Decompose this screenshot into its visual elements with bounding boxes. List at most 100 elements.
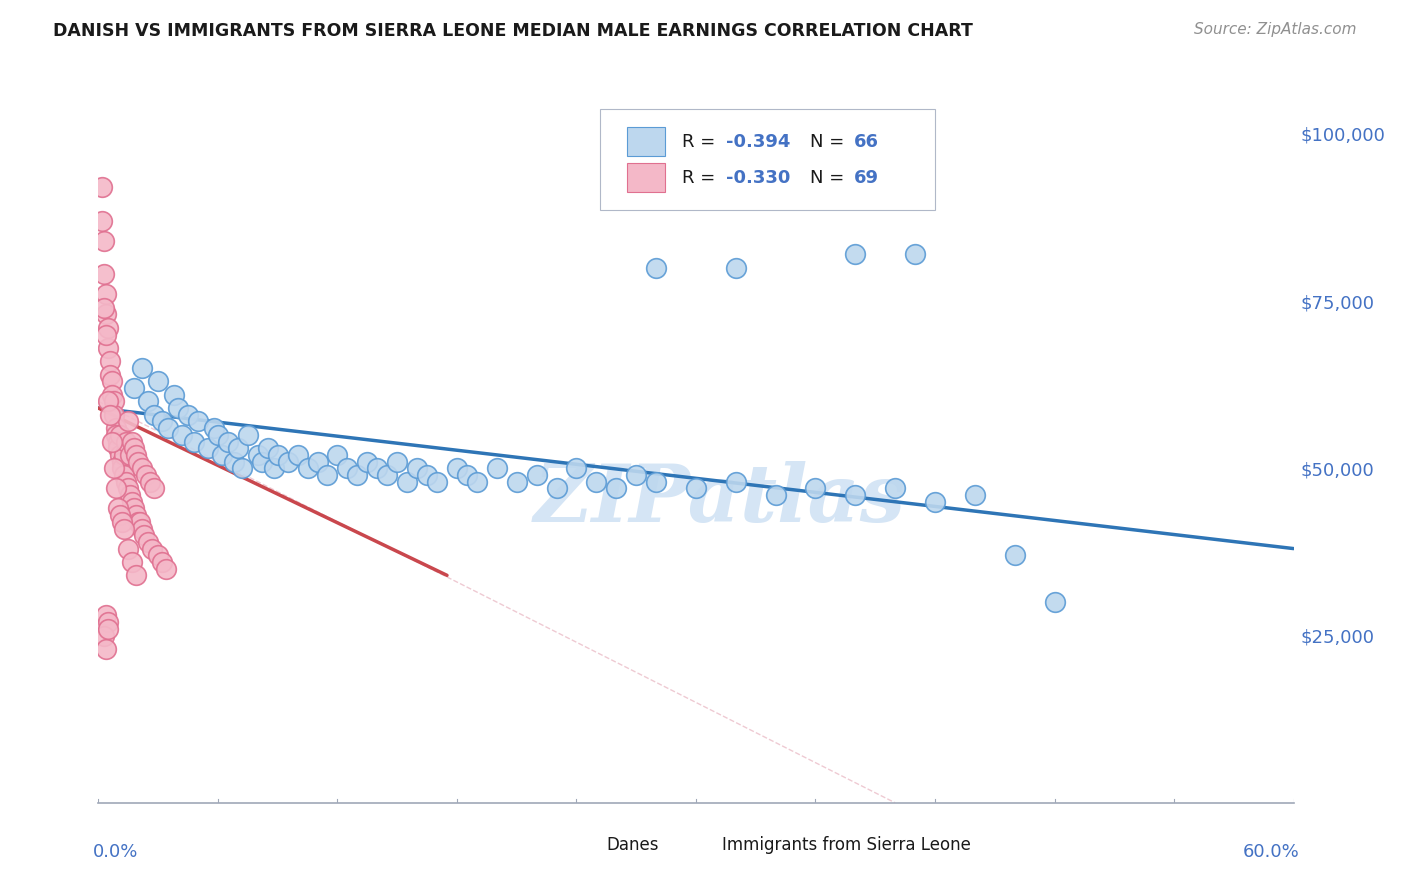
Point bbox=[141, 541, 163, 556]
Point bbox=[150, 555, 173, 569]
Point bbox=[107, 434, 129, 449]
Point bbox=[107, 441, 129, 455]
Point bbox=[446, 461, 468, 475]
Point bbox=[222, 454, 245, 469]
Point bbox=[385, 454, 409, 469]
Point bbox=[211, 448, 233, 462]
Point bbox=[97, 320, 120, 334]
Point bbox=[96, 608, 118, 623]
Point bbox=[96, 287, 118, 301]
Point bbox=[143, 482, 166, 496]
Point bbox=[105, 482, 128, 496]
Point bbox=[110, 427, 132, 442]
Point bbox=[336, 461, 359, 475]
Point bbox=[217, 434, 239, 449]
Point bbox=[406, 461, 429, 475]
Bar bbox=[685, 834, 714, 857]
Bar bbox=[571, 834, 600, 857]
Point bbox=[110, 508, 132, 523]
Point bbox=[884, 482, 907, 496]
Text: Immigrants from Sierra Leone: Immigrants from Sierra Leone bbox=[723, 837, 972, 855]
Point bbox=[963, 488, 986, 502]
Point bbox=[115, 475, 138, 489]
Text: -0.330: -0.330 bbox=[725, 169, 790, 186]
Bar bbox=[627, 163, 665, 193]
Point bbox=[148, 375, 170, 389]
Point bbox=[485, 461, 508, 475]
Point bbox=[456, 467, 478, 482]
Point bbox=[120, 448, 142, 462]
Point bbox=[1004, 548, 1026, 563]
Point bbox=[112, 521, 135, 535]
Point bbox=[97, 622, 120, 636]
Point bbox=[117, 541, 139, 556]
Bar bbox=[627, 128, 665, 156]
Point bbox=[197, 441, 219, 455]
Point bbox=[103, 461, 125, 475]
Point bbox=[724, 260, 747, 275]
Point bbox=[307, 454, 329, 469]
Point bbox=[267, 448, 290, 462]
Point bbox=[183, 434, 205, 449]
Point bbox=[605, 482, 627, 496]
Point bbox=[167, 401, 190, 416]
Point bbox=[115, 434, 138, 449]
Point bbox=[465, 475, 488, 489]
Point bbox=[93, 628, 115, 642]
Point bbox=[585, 475, 607, 489]
Point bbox=[101, 387, 124, 401]
Point bbox=[202, 421, 225, 435]
Point bbox=[111, 454, 134, 469]
Point bbox=[326, 448, 349, 462]
Point bbox=[136, 394, 159, 409]
Point bbox=[91, 213, 114, 227]
Point bbox=[101, 434, 124, 449]
Point bbox=[924, 494, 946, 508]
Point bbox=[506, 475, 529, 489]
FancyBboxPatch shape bbox=[600, 109, 935, 211]
Point bbox=[157, 421, 180, 435]
Point bbox=[139, 475, 162, 489]
Point bbox=[565, 461, 588, 475]
Point bbox=[117, 414, 139, 428]
Point bbox=[98, 408, 122, 422]
Point bbox=[526, 467, 548, 482]
Point bbox=[375, 467, 398, 482]
Point bbox=[121, 434, 143, 449]
Point bbox=[396, 475, 419, 489]
Point bbox=[129, 515, 152, 529]
Point bbox=[346, 467, 368, 482]
Point bbox=[263, 461, 285, 475]
Point bbox=[256, 441, 278, 455]
Text: Source: ZipAtlas.com: Source: ZipAtlas.com bbox=[1194, 22, 1357, 37]
Point bbox=[125, 568, 148, 582]
Point bbox=[97, 615, 120, 630]
Point bbox=[626, 467, 648, 482]
Point bbox=[91, 180, 114, 194]
Text: 0.0%: 0.0% bbox=[93, 843, 138, 861]
Text: R =: R = bbox=[682, 133, 721, 151]
Point bbox=[111, 461, 134, 475]
Point bbox=[93, 268, 115, 282]
Point bbox=[112, 448, 135, 462]
Point bbox=[117, 482, 139, 496]
Text: 60.0%: 60.0% bbox=[1243, 843, 1299, 861]
Text: -0.394: -0.394 bbox=[725, 133, 790, 151]
Point bbox=[124, 381, 146, 395]
Text: ZIPatlas: ZIPatlas bbox=[534, 460, 905, 538]
Point bbox=[316, 467, 339, 482]
Point bbox=[724, 475, 747, 489]
Point bbox=[105, 427, 128, 442]
Point bbox=[844, 488, 866, 502]
Point bbox=[131, 361, 153, 376]
Text: 66: 66 bbox=[853, 133, 879, 151]
Point bbox=[120, 488, 142, 502]
Text: N =: N = bbox=[810, 133, 849, 151]
Point bbox=[1043, 595, 1066, 609]
Point bbox=[645, 260, 668, 275]
Point bbox=[125, 448, 148, 462]
Point bbox=[426, 475, 449, 489]
Point bbox=[250, 454, 273, 469]
Point bbox=[131, 521, 153, 535]
Point bbox=[172, 427, 194, 442]
